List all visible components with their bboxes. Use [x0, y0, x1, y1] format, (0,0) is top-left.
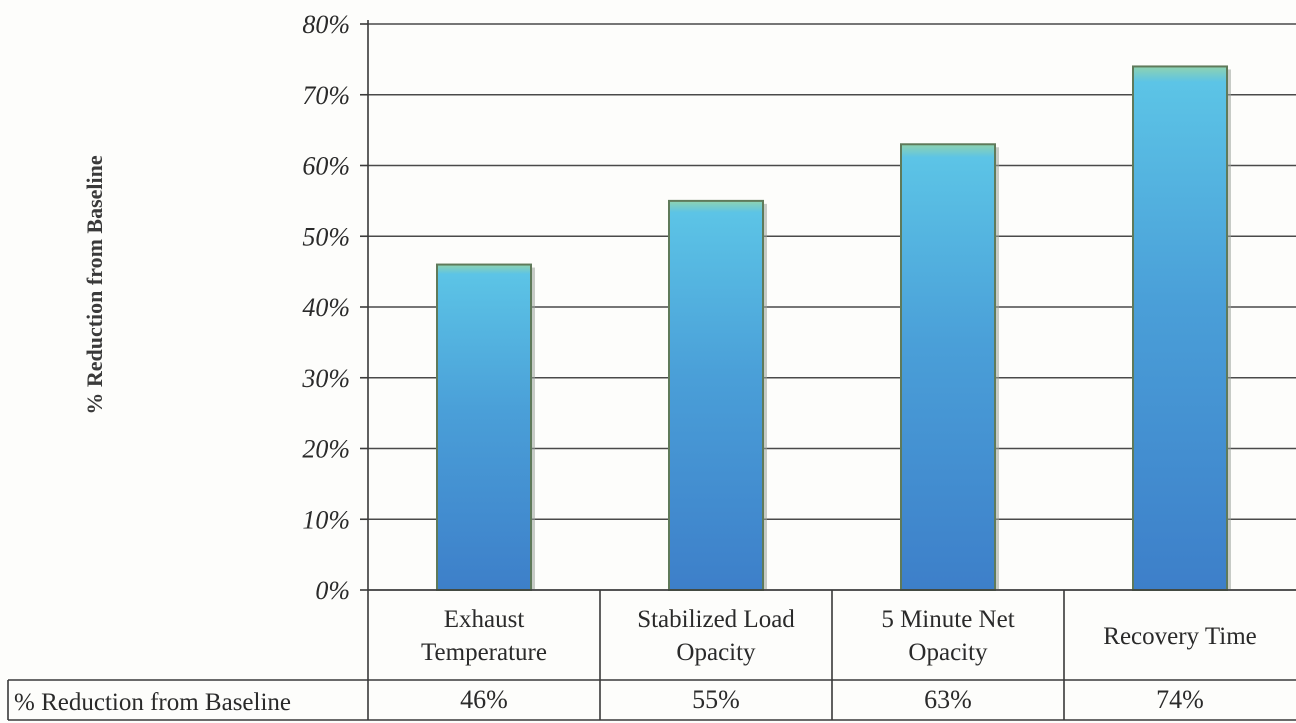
bar: [668, 199, 764, 591]
y-tick-label: 40%: [302, 293, 350, 322]
bar: [436, 263, 532, 591]
y-tick-label: 30%: [301, 364, 350, 393]
x-category-label: Opacity: [908, 639, 988, 666]
y-tick-label: 80%: [302, 10, 350, 39]
table-row-label: % Reduction from Baseline: [14, 689, 291, 716]
x-category-label: Recovery Time: [1103, 623, 1256, 650]
bar: [900, 143, 996, 591]
y-axis-label: % Reduction from Baseline: [82, 155, 107, 415]
data-label: 74%: [1156, 685, 1204, 714]
data-label: 46%: [460, 685, 508, 714]
y-tick-label: 0%: [315, 576, 350, 605]
data-table: Exhaust Temperature Stabilized Load Opacity…: [7, 590, 1296, 721]
x-category-label: Exhaust: [444, 606, 525, 633]
y-tick-label: 20%: [302, 435, 350, 464]
x-category-label: Stabilized Load: [637, 606, 795, 633]
x-category-label: 5 Minute Net: [881, 606, 1014, 633]
x-category-label: Temperature: [421, 639, 547, 666]
data-label: 63%: [924, 685, 972, 714]
y-tick-label: 50%: [302, 222, 350, 251]
bars: [436, 65, 1231, 591]
y-tick-label: 10%: [302, 505, 350, 534]
y-tick-label: 60%: [302, 152, 350, 181]
data-label: 55%: [692, 685, 740, 714]
bar: [1132, 65, 1228, 591]
y-tick-label: 70%: [302, 81, 350, 110]
y-tick-labels: 0% 10% 20% 30% 40% 50% 60% 70% 80%: [301, 10, 350, 605]
x-category-label: Opacity: [676, 639, 756, 666]
